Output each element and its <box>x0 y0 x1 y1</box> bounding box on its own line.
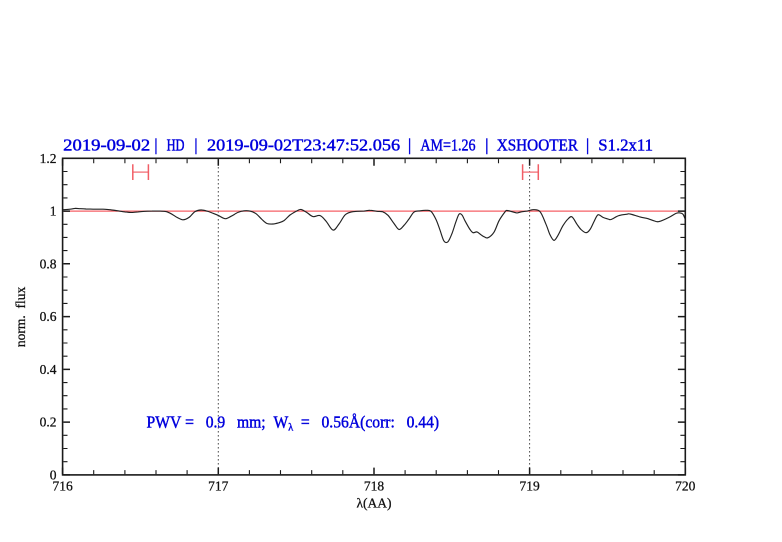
svg-text:HD: HD <box>167 136 185 155</box>
svg-text:717: 717 <box>208 479 229 494</box>
svg-text:λ(AA): λ(AA) <box>356 496 391 511</box>
svg-text:|: | <box>586 136 589 155</box>
svg-text:PWV = 0.9 mm; Wλ = 0.5: PWV = 0.9 mm; Wλ = 0.56Å(corr: 0.44) <box>147 412 440 434</box>
svg-text:0.2: 0.2 <box>40 415 57 430</box>
svg-text:718: 718 <box>364 479 385 494</box>
svg-text:2019-09-02T23:47:52.056: 2019-09-02T23:47:52.056 <box>207 136 400 155</box>
svg-text:norm. flux: norm. flux <box>13 286 28 347</box>
svg-text:AM=1.26: AM=1.26 <box>420 136 475 155</box>
svg-text:1: 1 <box>50 204 57 219</box>
svg-text:XSHOOTER: XSHOOTER <box>497 136 579 155</box>
svg-text:1.2: 1.2 <box>40 151 57 166</box>
svg-text:S1.2x11: S1.2x11 <box>598 136 653 155</box>
svg-text:720: 720 <box>675 479 696 494</box>
svg-text:719: 719 <box>519 479 540 494</box>
svg-text:|: | <box>485 136 488 155</box>
svg-text:0: 0 <box>50 468 57 483</box>
svg-text:716: 716 <box>52 479 73 494</box>
svg-text:0.4: 0.4 <box>40 362 57 377</box>
svg-text:0.6: 0.6 <box>40 309 57 324</box>
svg-text:|: | <box>154 136 157 155</box>
svg-text:|: | <box>408 136 411 155</box>
svg-text:2019-09-02: 2019-09-02 <box>63 136 150 155</box>
svg-text:|: | <box>194 136 197 155</box>
svg-text:0.8: 0.8 <box>40 256 57 271</box>
